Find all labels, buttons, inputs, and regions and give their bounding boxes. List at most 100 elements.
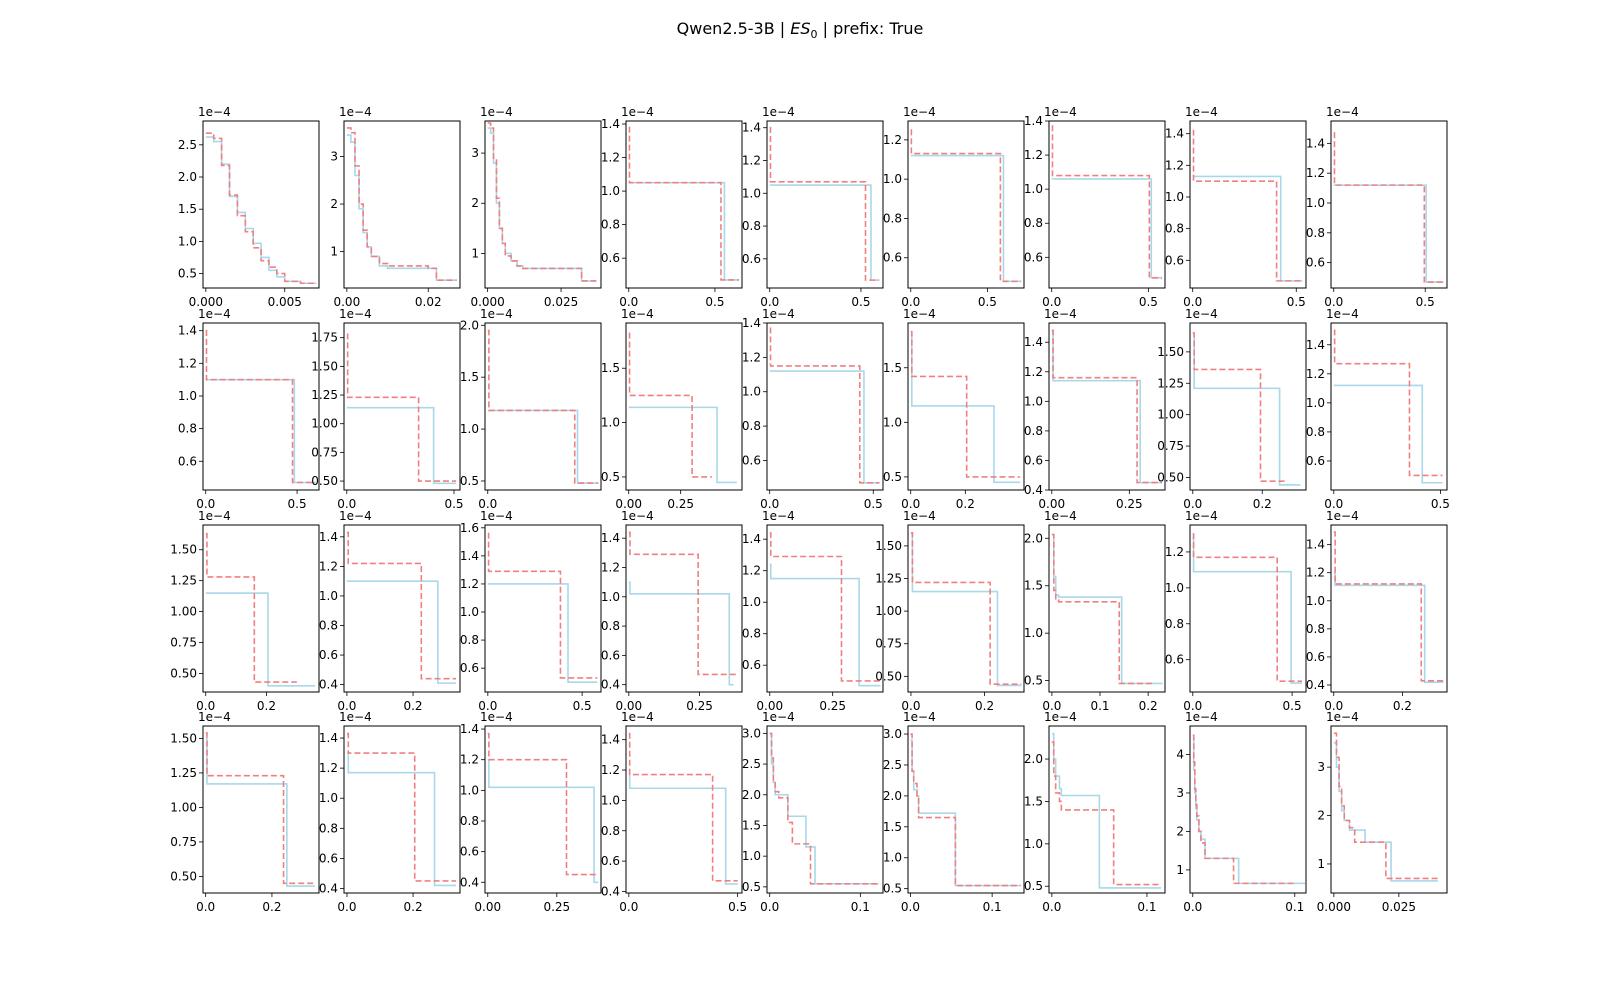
- x-tick-label: 0.25: [819, 699, 846, 713]
- y-tick-label: 1.4: [1306, 136, 1325, 150]
- solid-series-line: [628, 181, 740, 281]
- x-tick-label: 0.0: [1324, 699, 1343, 713]
- y-tick-label: 1.0: [319, 589, 338, 603]
- y-tick-label: 0.8: [1306, 226, 1325, 240]
- y-tick-label: 1.0: [1024, 626, 1043, 640]
- y-tick-label: 1.0: [742, 849, 761, 863]
- y-tick-label: 0.6: [1306, 256, 1325, 270]
- y-tick-label: 1.2: [601, 560, 620, 574]
- axes-frame: [766, 725, 884, 894]
- y-offset-label: 1e−4: [480, 710, 513, 724]
- y-tick-label: 1.4: [319, 530, 338, 544]
- y-tick-label: 0.50: [311, 474, 338, 488]
- y-offset-label: 1e−4: [1044, 710, 1077, 724]
- y-tick-label: 0.6: [319, 851, 338, 865]
- y-tick-label: 1.2: [319, 761, 338, 775]
- y-tick-label: 0.5: [883, 882, 902, 896]
- subplot-16: 0.00 0.25 0.4 0.6 0.8 1.0 1.2 1.41e−4: [1024, 307, 1166, 511]
- dashed-series-line: [346, 732, 457, 882]
- dashed-series-line: [487, 532, 598, 679]
- solid-series-line: [1192, 332, 1301, 486]
- x-tick-label: 0.2: [403, 699, 422, 713]
- x-tick-label: 0.0: [901, 295, 920, 309]
- y-tick-label: 1.50: [875, 539, 902, 553]
- y-tick-label: 0.6: [742, 252, 761, 266]
- y-tick-label: 2.5: [178, 138, 197, 152]
- x-tick-label: 0.25: [686, 699, 713, 713]
- y-tick-label: 1.50: [311, 359, 338, 373]
- y-tick-label: 2.0: [883, 789, 902, 803]
- y-offset-label: 1e−4: [480, 307, 513, 321]
- y-tick-label: 1.5: [883, 361, 902, 375]
- y-tick-label: 0.4: [319, 881, 338, 895]
- y-tick-label: 1.5: [742, 818, 761, 832]
- x-tick-label: 0.2: [975, 699, 994, 713]
- y-tick-label: 1.75: [311, 331, 338, 345]
- axes-frame: [484, 120, 602, 289]
- x-tick-label: 0.0: [1042, 900, 1061, 914]
- x-tick-label: 0.0: [337, 497, 356, 511]
- axes-frame: [1330, 322, 1448, 491]
- x-tick-label: 0.00: [333, 295, 360, 309]
- y-tick-label: 1: [330, 245, 338, 259]
- y-tick-label: 2.5: [883, 758, 902, 772]
- y-offset-label: 1e−4: [339, 105, 372, 119]
- x-tick-label: 0.2: [1253, 497, 1272, 511]
- x-tick-label: 0.2: [1139, 699, 1158, 713]
- y-offset-label: 1e−4: [1185, 710, 1218, 724]
- x-tick-label: 0.0: [619, 295, 638, 309]
- axes-frame: [1048, 725, 1166, 894]
- y-tick-label: 0.8: [601, 619, 620, 633]
- y-tick-label: 0.75: [311, 445, 338, 459]
- y-offset-label: 1e−4: [762, 710, 795, 724]
- y-tick-label: 1: [1317, 857, 1325, 871]
- y-tick-label: 1.5: [1024, 794, 1043, 808]
- dashed-series-line: [910, 129, 1022, 283]
- solid-series-line: [769, 184, 880, 281]
- dashed-series-line: [769, 732, 879, 885]
- x-tick-label: 0.0: [619, 900, 638, 914]
- solid-series-line: [1333, 184, 1444, 283]
- y-tick-label: 0.75: [170, 835, 197, 849]
- subplot-17: 0.0 0.2 0.50 0.75 1.00 1.25 1.50 1e−4: [1157, 307, 1307, 511]
- y-tick-label: 0.6: [1024, 453, 1043, 467]
- y-tick-label: 1.0: [742, 186, 761, 200]
- y-tick-label: 0.50: [1157, 470, 1184, 484]
- x-tick-label: 0.2: [956, 497, 975, 511]
- y-tick-label: 0.6: [601, 251, 620, 265]
- solid-series-line: [487, 409, 599, 484]
- axes-frame: [907, 322, 1025, 491]
- y-tick-label: 1.0: [1306, 196, 1325, 210]
- y-offset-label: 1e−4: [339, 710, 372, 724]
- subplot-13: 0.00 0.25 0.5 1.0 1.5 1e−4: [601, 307, 743, 511]
- solid-series-line: [1051, 178, 1162, 279]
- x-tick-label: 0.5: [851, 295, 870, 309]
- subplot-35: 0.0 0.1 1 2 3 4 1e−4: [1176, 710, 1307, 914]
- x-tick-label: 0.00: [615, 699, 642, 713]
- y-tick-label: 0.8: [1024, 424, 1043, 438]
- y-tick-label: 0.6: [1306, 650, 1325, 664]
- y-tick-label: 0.6: [742, 453, 761, 467]
- solid-series-line: [1051, 732, 1162, 889]
- y-tick-label: 1.4: [742, 316, 761, 330]
- solid-series-line: [487, 583, 598, 683]
- y-tick-label: 0.8: [460, 633, 479, 647]
- dashed-series-line: [910, 330, 1020, 478]
- solid-series-line: [346, 406, 457, 485]
- y-tick-label: 1.5: [883, 820, 902, 834]
- x-tick-label: 0.0: [1042, 295, 1061, 309]
- x-tick-label: 0.00: [1038, 497, 1065, 511]
- y-tick-label: 1.2: [319, 559, 338, 573]
- solid-series-line: [346, 752, 457, 887]
- y-tick-label: 2: [330, 197, 338, 211]
- y-tick-label: 1.4: [1024, 114, 1043, 128]
- y-offset-label: 1e−4: [1185, 307, 1218, 321]
- axes-frame: [1189, 725, 1307, 894]
- y-tick-label: 1.2: [460, 753, 479, 767]
- subplot-30: 0.00 0.25 0.4 0.6 0.8 1.0 1.2 1.41e−4: [460, 710, 602, 914]
- y-tick-label: 1.4: [1306, 538, 1325, 552]
- x-tick-label: 0.0: [901, 497, 920, 511]
- subplot-26: 0.0 0.5 0.6 0.8 1.0 1.2 1e−4: [1165, 509, 1307, 713]
- axes-frame: [484, 524, 602, 693]
